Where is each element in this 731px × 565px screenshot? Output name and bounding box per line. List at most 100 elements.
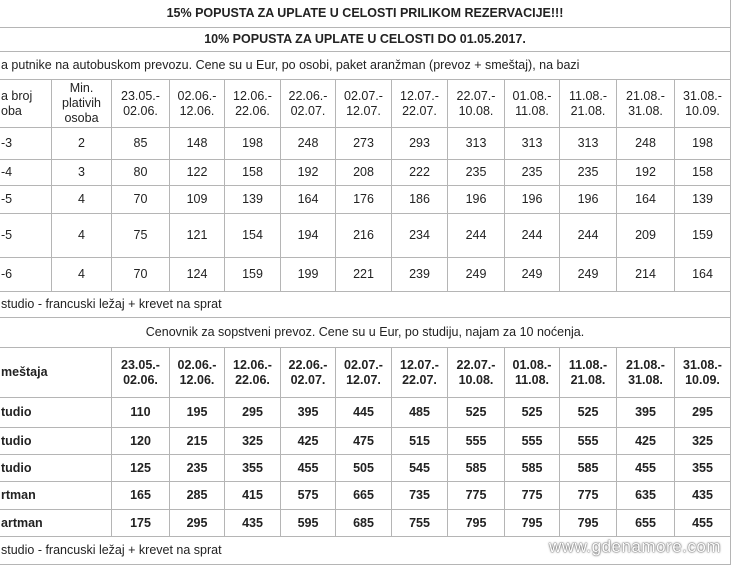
table-cell: 325 (675, 428, 731, 455)
table-cell-text: 249 (577, 267, 599, 281)
table-cell: 585 (505, 455, 560, 482)
header-cell: 01.08.- 11.08. (505, 348, 560, 398)
table-cell-text: 555 (465, 433, 487, 448)
note-text: studio - francuski ležaj + krevet na spr… (1, 297, 222, 311)
header-cell-text: Min. (69, 81, 94, 95)
header-cell-text: oba (1, 103, 22, 118)
table-cell: -3 (0, 128, 52, 160)
table-cell-text: artman (1, 515, 43, 530)
table-cell: 585 (560, 455, 617, 482)
table-cell-text: 525 (465, 405, 487, 419)
table-cell-text: 505 (353, 460, 374, 475)
table-cell: 175 (112, 510, 170, 537)
table-cell-text: 475 (353, 433, 374, 448)
table-cell-text: 595 (297, 515, 319, 530)
table-cell-text: 70 (133, 267, 148, 281)
table-cell-text: 165 (130, 488, 151, 502)
table-cell-text: 313 (577, 136, 599, 150)
table-cell: 455 (617, 455, 675, 482)
table-cell-text: 435 (692, 488, 713, 502)
table-cell-text: -5 (1, 192, 13, 206)
table-cell-text: 445 (353, 405, 374, 419)
table-cell: 295 (675, 398, 731, 428)
header-cell-text: 10.09. (685, 103, 720, 118)
table-cell-text: 164 (692, 267, 713, 281)
table-cell: 85 (112, 128, 170, 160)
header-cell: 12.06.- 22.06. (225, 80, 281, 128)
header-cell-text: 31.08. (628, 372, 663, 387)
table-cell: 425 (617, 428, 675, 455)
note: studio - francuski ležaj + krevet na spr… (0, 292, 731, 318)
table-cell-text: 248 (297, 136, 319, 150)
table-cell: 665 (336, 482, 392, 510)
header-cell-text: 21.08.- (626, 357, 665, 372)
banner-text: 10% POPUSTA ZA UPLATE U CELOSTI DO 01.05… (204, 32, 526, 46)
header-cell-text: 12.07. (346, 103, 381, 118)
header-cell-text: 12.06.- (233, 357, 272, 372)
table-cell-text: 555 (521, 433, 543, 448)
table-cell-text: 585 (465, 460, 487, 475)
header-cell-text: 21.08.- (626, 88, 665, 103)
table-cell: 239 (392, 258, 448, 292)
table-cell-text: 665 (353, 488, 374, 502)
table-cell: 545 (392, 455, 448, 482)
table-cell: 244 (448, 214, 505, 258)
note-text: studio - francuski ležaj + krevet na spr… (1, 543, 222, 557)
table-cell: -5 (0, 186, 52, 214)
table-cell: 139 (225, 186, 281, 214)
table-cell-text: 775 (521, 488, 543, 502)
table-cell: 159 (675, 214, 731, 258)
header-cell-text: 12.07.- (400, 88, 439, 103)
table-cell-text: 685 (353, 515, 374, 530)
header-cell-text: 12.07.- (400, 357, 439, 372)
table-cell: 355 (225, 455, 281, 482)
header-cell: 12.06.- 22.06. (225, 348, 281, 398)
table-cell-text: 425 (297, 433, 319, 448)
table-cell: 196 (560, 186, 617, 214)
header-cell-text: 21.08. (570, 103, 606, 118)
table-cell: 248 (617, 128, 675, 160)
table-cell-text: 249 (465, 267, 487, 281)
table-cell-text: 313 (465, 136, 487, 150)
table-cell-text: 325 (242, 433, 263, 448)
table-cell: 198 (225, 128, 281, 160)
table-cell-text: 415 (242, 488, 263, 502)
table-cell: 273 (336, 128, 392, 160)
table-cell-text: 425 (635, 433, 656, 448)
table-cell-text: 192 (297, 165, 319, 179)
table-cell: 525 (448, 398, 505, 428)
table-cell-text: 235 (521, 165, 543, 179)
table-cell: 555 (560, 428, 617, 455)
table-cell-text: 795 (577, 515, 599, 530)
table-cell: 425 (281, 428, 336, 455)
header-cell-text: 02.06.- (177, 357, 217, 372)
table-cell: 2 (52, 128, 112, 160)
table-cell: 234 (392, 214, 448, 258)
table-cell-text: 585 (577, 460, 599, 475)
header-cell-text: 10.09. (685, 372, 720, 387)
table-cell-text: 525 (577, 405, 599, 419)
table-cell-text: 235 (186, 460, 208, 475)
header-cell-text: 22.07.- (456, 357, 496, 372)
table-cell-text: 176 (353, 192, 374, 206)
table-cell-text: 2 (78, 136, 85, 150)
table-cell-text: 192 (635, 165, 656, 179)
table-cell: 585 (448, 455, 505, 482)
header-cell-text: 02.07.- (344, 357, 383, 372)
header-cell-text: 22.06.- (288, 88, 328, 103)
header-cell-text: 23.05.- (121, 88, 160, 103)
header-cell-text: 01.08.- (512, 357, 552, 372)
table-cell-text: 555 (577, 433, 599, 448)
table-cell-text: 198 (692, 136, 713, 150)
table-cell-text: 196 (465, 192, 487, 206)
table-cell: 735 (392, 482, 448, 510)
table-cell: rtman (0, 482, 112, 510)
table-cell-text: 775 (577, 488, 599, 502)
table-cell-text: 755 (409, 515, 430, 530)
table-cell-text: 244 (577, 228, 599, 242)
header-cell-text: 01.08.- (512, 88, 552, 103)
table-cell-text: 125 (130, 460, 151, 475)
header-cell-text: 31.08.- (683, 357, 722, 372)
header-cell-text: osoba (64, 111, 99, 125)
header-cell-text: 12.06.- (233, 88, 272, 103)
